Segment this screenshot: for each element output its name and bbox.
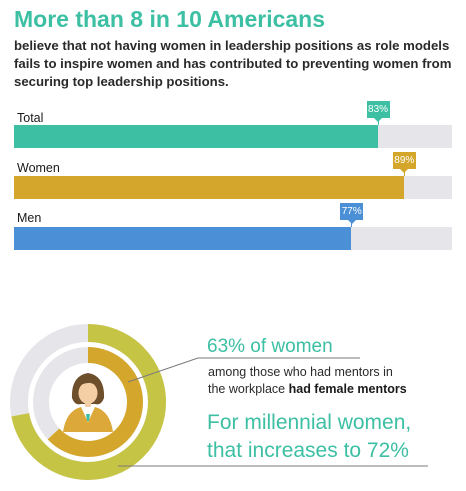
stat-description-line2-bold: had female mentors	[288, 382, 407, 396]
subheadline: believe that not having women in leaders…	[14, 38, 452, 89]
bar-women	[14, 176, 404, 199]
data-label-women: 89%	[392, 152, 416, 173]
leader-line-inner	[127, 357, 199, 383]
bar-label-men: Men	[17, 211, 42, 225]
woman-avatar-icon	[63, 373, 113, 432]
stat-63-percent: 63% of women	[207, 336, 333, 357]
inner-ring-arc	[33, 347, 143, 457]
stat-millennial-line2: that increases to 72%	[207, 439, 409, 462]
data-label-total: 83%	[366, 101, 390, 122]
bar-total	[14, 125, 378, 148]
stat-millennial-line1: For millennial women,	[207, 411, 412, 434]
stat-description-line1: among those who had mentors in	[208, 365, 393, 379]
bar-label-total: Total	[17, 111, 44, 125]
bar-men	[14, 227, 352, 250]
headline: More than 8 in 10 Americans	[14, 6, 326, 32]
bar-label-women: Women	[17, 161, 60, 175]
stat-description: among those who had mentors in the workp…	[208, 364, 407, 398]
stat-millennial: For millennial women, that increases to …	[207, 409, 411, 465]
data-label-men: 77%	[340, 203, 364, 224]
bar-track-women: 89%	[14, 152, 452, 199]
donut-chart	[10, 324, 428, 480]
bar-track-total: 83%	[14, 101, 452, 148]
stat-description-line2-prefix: the workplace	[208, 382, 289, 396]
bar-track-men: 77%	[14, 203, 452, 250]
outer-ring-arc	[10, 324, 166, 480]
